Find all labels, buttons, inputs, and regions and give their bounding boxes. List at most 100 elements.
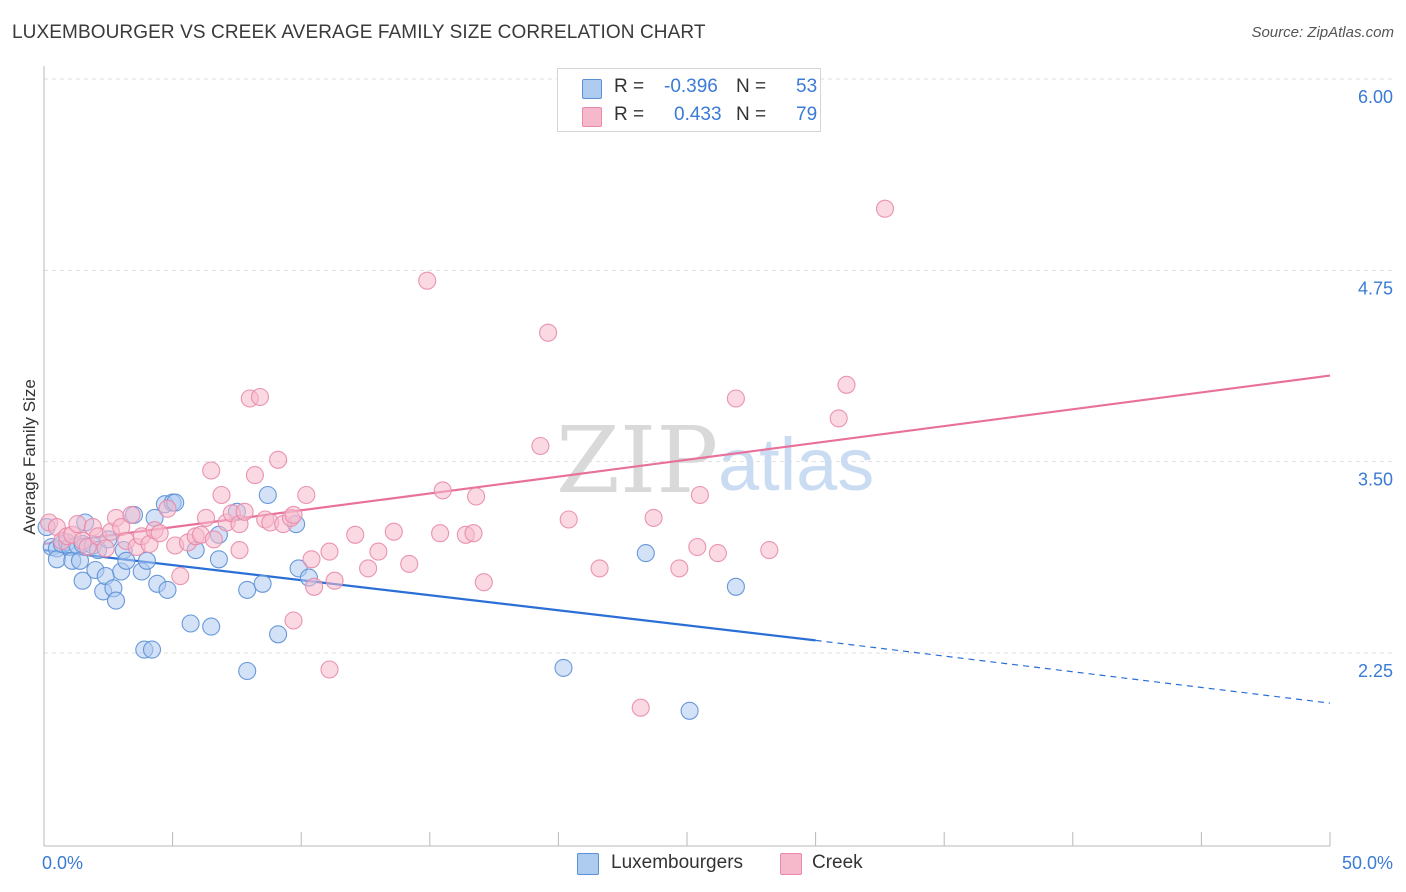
creek-point: [305, 577, 324, 596]
n-label: N =: [736, 104, 767, 125]
creek-point: [196, 508, 216, 527]
luxembourgers-point: [158, 580, 177, 599]
creek-point: [158, 499, 177, 518]
creek-point: [122, 505, 141, 524]
luxembourgers-swatch: [582, 79, 602, 99]
creek-point: [590, 559, 609, 578]
creek-point: [359, 559, 378, 578]
luxembourgers-point: [258, 485, 277, 505]
creek-point: [708, 544, 727, 563]
creek-point: [433, 481, 452, 500]
luxembourgers-point: [142, 640, 162, 659]
creek-point: [384, 522, 403, 541]
y-tick-label: 2.25: [1358, 661, 1393, 681]
creek-point: [829, 409, 848, 428]
luxembourgers-point: [181, 614, 200, 633]
luxembourgers-point: [202, 617, 221, 636]
creek-point: [204, 530, 223, 549]
n-value: 79: [796, 104, 818, 125]
creek-point: [212, 485, 231, 505]
creek-point: [245, 466, 264, 485]
creek-swatch: [780, 853, 802, 875]
creek-point: [400, 554, 419, 573]
luxembourgers-point: [73, 571, 92, 590]
luxembourgers-point: [238, 661, 257, 681]
creek-point: [539, 323, 558, 342]
luxembourgers-point: [554, 658, 573, 677]
creek-point: [559, 510, 578, 529]
luxembourgers-point: [106, 591, 126, 610]
r-value: 0.433: [674, 104, 722, 125]
creek-point: [875, 199, 895, 218]
luxembourgers-point: [117, 551, 136, 570]
creek-point: [230, 541, 249, 560]
y-axis-label: Average Family Size: [20, 379, 39, 535]
tick-label-layer: 2.25 3.50 4.75 6.00 0.0% 50.0%: [42, 87, 1393, 873]
n-value: 53: [796, 76, 818, 97]
y-tick-label: 4.75: [1358, 278, 1393, 298]
creek-point: [250, 387, 270, 407]
creek-point: [464, 524, 483, 543]
r-label: R =: [614, 76, 645, 97]
creek-point: [644, 508, 663, 527]
luxembourgers-point: [238, 580, 257, 599]
y-tick-label: 3.50: [1358, 470, 1393, 490]
luxembourgers-point: [680, 701, 699, 720]
legend-label: Luxembourgers: [611, 852, 744, 873]
creek-point: [631, 698, 650, 717]
creek-point: [467, 487, 486, 506]
creek-point: [284, 611, 303, 630]
creek-point: [68, 515, 87, 534]
series-luxembourgers: [37, 485, 745, 720]
x-tick-label: 0.0%: [42, 853, 83, 873]
luxembourgers-point: [253, 574, 272, 593]
creek-swatch: [582, 107, 602, 127]
creek-point: [284, 505, 303, 524]
creek-point: [202, 461, 221, 480]
luxembourgers-swatch: [577, 853, 599, 875]
luxembourgers-point: [47, 550, 66, 569]
r-value: -0.396: [664, 76, 718, 97]
creek-point: [531, 436, 550, 456]
creek-point: [670, 559, 689, 578]
bottom-legend-luxembourgers[interactable]: Luxembourgers: [577, 852, 757, 876]
legend-label: Creek: [812, 852, 863, 873]
creek-point: [297, 485, 316, 505]
creek-point: [369, 542, 388, 561]
creek-point: [690, 485, 709, 505]
luxembourgers-point: [209, 550, 228, 569]
creek-point: [320, 660, 339, 679]
series-creek: [40, 199, 895, 717]
creek-point: [726, 389, 745, 408]
correlation-legend: R = -0.396 N = 53 R = 0.433 N = 79: [557, 68, 821, 132]
luxembourgers-trend-line: [43, 548, 816, 642]
axes-layer: [43, 66, 1331, 847]
luxembourgers-point: [636, 544, 655, 563]
creek-point: [302, 550, 321, 569]
creek-point: [837, 375, 856, 394]
creek-point: [235, 502, 254, 521]
r-label: R =: [614, 104, 645, 125]
watermark-atlas: atlas: [718, 423, 874, 506]
y-tick-label: 6.00: [1358, 87, 1393, 107]
points-layer: [37, 199, 895, 720]
creek-point: [269, 450, 288, 469]
chart-title: LUXEMBOURGER VS CREEK AVERAGE FAMILY SIZ…: [12, 22, 706, 43]
creek-point: [760, 541, 779, 560]
luxembourgers-point: [726, 577, 745, 596]
watermark: ZIP atlas: [556, 407, 874, 514]
creek-point: [688, 537, 707, 557]
x-tick-label: 50.0%: [1342, 853, 1393, 873]
creek-point: [320, 542, 339, 561]
luxembourgers-trend-line-extrapolated: [815, 639, 1331, 704]
creek-point: [150, 524, 169, 543]
bottom-legend-creek[interactable]: Creek: [780, 852, 880, 876]
creek-point: [346, 525, 365, 544]
n-label: N =: [736, 76, 767, 97]
luxembourgers-point: [269, 625, 288, 644]
creek-point: [96, 539, 115, 558]
creek-point: [474, 573, 493, 592]
creek-point: [325, 571, 344, 590]
creek-point: [171, 567, 190, 586]
